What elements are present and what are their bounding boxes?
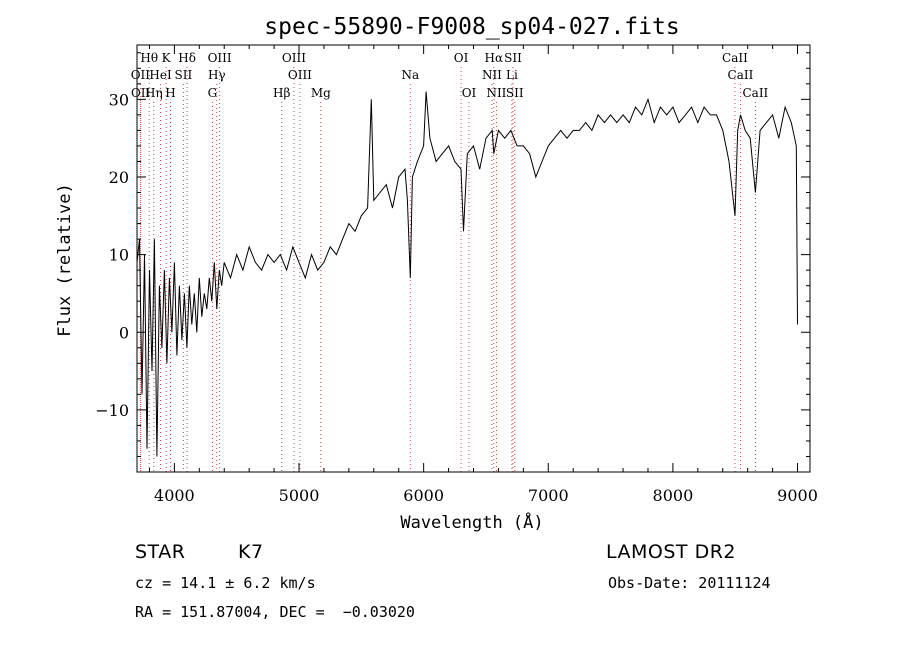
spectral-line-label: OIII [208, 51, 232, 65]
spectral-line-label: SII [504, 51, 522, 65]
spectral-line-label: K [162, 51, 172, 65]
x-tick-label: 8000 [653, 486, 694, 505]
object-class: STAR [135, 541, 186, 563]
spectral-line-label: Hθ [140, 51, 158, 65]
spectral-line-label: Hβ [273, 86, 290, 100]
spectral-line-label: CaII [722, 51, 748, 65]
y-tick-label: 0 [119, 323, 129, 342]
y-tick-label: 20 [109, 168, 129, 187]
spectral-line-label: OIII [282, 51, 306, 65]
spectral-line-label: NII [482, 68, 502, 82]
spectrum-series-line [136, 91, 798, 457]
spectral-line-label: Li [506, 68, 518, 82]
spectral-line-label: SII [175, 68, 193, 82]
object-subclass: K7 [238, 541, 264, 563]
spectral-line-label: CaII [742, 86, 768, 100]
chart-title: spec-55890-F9008_sp04-027.fits [264, 14, 679, 40]
spectral-line-label: OII [131, 86, 151, 100]
spectral-line-label: H [165, 86, 175, 100]
spectral-line-label: Na [401, 68, 419, 82]
spectral-line-guides [139, 67, 756, 472]
spectral-line-label: Mg [311, 86, 331, 100]
y-tick-label: −10 [95, 401, 129, 420]
x-tick-label: 6000 [403, 486, 444, 505]
spectral-line-label: Hη [145, 86, 163, 100]
y-tick-label: 30 [109, 90, 129, 109]
x-axis-label: Wavelength (Å) [400, 511, 543, 533]
spectral-line-label: OI [454, 51, 469, 65]
spectral-line-label: OI [462, 86, 477, 100]
observation-date: Obs-Date: 20111124 [608, 574, 771, 592]
spectral-line-label: OII [131, 68, 151, 82]
spectral-line-label: HeI [149, 68, 172, 82]
axis-ticks: 4000 5000 6000 7000 8000 9000 −10 0 10 20 30 [95, 45, 818, 505]
spectral-line-label: CaII [728, 68, 754, 82]
spectral-line-label: Hδ [178, 51, 196, 65]
spectral-line-label: SII [506, 86, 524, 100]
spectral-line-label: NII [486, 86, 506, 100]
x-tick-label: 9000 [777, 486, 818, 505]
y-axis-label: Flux (relative) [55, 183, 75, 337]
spectral-line-label: Hα [485, 51, 504, 65]
x-tick-label: 5000 [279, 486, 320, 505]
coordinates-readout: RA = 151.87004, DEC = −0.03020 [135, 603, 415, 621]
x-tick-label: 7000 [528, 486, 569, 505]
x-tick-label: 4000 [154, 486, 195, 505]
spectral-line-label: OIII [288, 68, 312, 82]
spectral-line-label: Hγ [208, 68, 226, 82]
y-tick-label: 10 [109, 246, 129, 265]
spectral-line-label: G [208, 86, 218, 100]
velocity-readout: cz = 14.1 ± 6.2 km/s [135, 574, 316, 592]
survey-name: LAMOST DR2 [606, 541, 736, 563]
